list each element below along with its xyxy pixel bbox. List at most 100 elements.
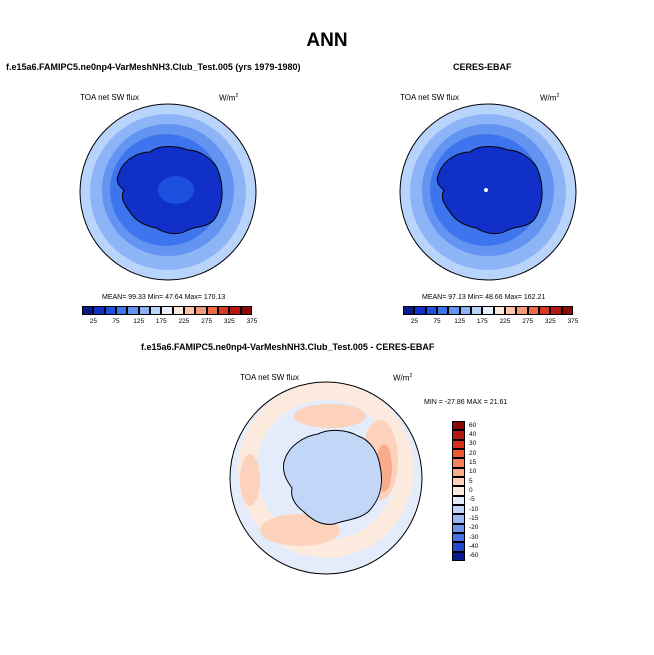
- diff-min-label: MIN =: [424, 399, 443, 406]
- diff-colorbar-cell: [452, 477, 465, 487]
- model-map: [80, 104, 256, 280]
- diff-panel-title: f.e15a6.FAMIPC5.ne0np4-VarMeshNH3.Club_T…: [141, 342, 435, 352]
- model-colorbar-cell: [206, 306, 218, 315]
- obs-units-exponent: 2: [556, 93, 560, 99]
- model-colorbar-cell: [161, 306, 173, 315]
- diff-max-label: MAX =: [466, 399, 488, 406]
- obs-variable-label: TOA net SW flux: [400, 93, 459, 102]
- obs-units: W/m: [540, 93, 557, 103]
- diff-colorbar-cell: [452, 505, 465, 515]
- model-colorbar-cell: [150, 306, 162, 315]
- obs-colorbar-cell: [561, 306, 573, 315]
- diff-units-exponent: 2: [409, 373, 413, 379]
- model-colorbar-cell: [218, 306, 230, 315]
- diff-colorbar-label: -15: [469, 515, 479, 522]
- obs-colorbar-cell: [527, 306, 539, 315]
- diff-minmax: MIN = -27.86 MAX = 21.61: [424, 399, 507, 406]
- obs-colorbar-cell: [437, 306, 449, 315]
- model-colorbar-label: 325: [223, 318, 235, 325]
- model-mean-label: MEAN=: [102, 294, 127, 301]
- model-colorbar-label: 225: [178, 318, 190, 325]
- diff-colorbar-cell: [452, 486, 465, 496]
- model-max-value: 170.13: [203, 294, 226, 301]
- obs-mean-value: 97.13: [448, 294, 466, 301]
- model-min-label: Min=: [147, 294, 164, 301]
- model-colorbar-cell: [172, 306, 184, 315]
- model-max-label: Max=: [184, 294, 202, 301]
- model-colorbar-label: 375: [246, 318, 258, 325]
- diff-colorbar-cell: [452, 458, 465, 468]
- diff-colorbar-label: -40: [469, 543, 479, 550]
- obs-colorbar-cell: [425, 306, 437, 315]
- model-variable-label: TOA net SW flux: [80, 93, 139, 102]
- obs-colorbar-label: 125: [454, 318, 466, 325]
- diff-colorbar: 60 40 30 20 15 10 5 0 -5 -10 -15 -20 -30 -40 -60: [452, 421, 492, 561]
- diff-colorbar-label: -20: [469, 524, 479, 532]
- model-colorbar-cell: [184, 306, 196, 315]
- diff-colorbar-cell: [452, 551, 465, 561]
- diff-colorbar-label: 0: [469, 487, 473, 494]
- model-colorbar-cell: [93, 306, 105, 315]
- diff-colorbar-cell: [452, 533, 465, 543]
- model-colorbar-cell: [240, 306, 252, 315]
- diff-colorbar-label: 40: [469, 431, 477, 438]
- model-units: W/m: [219, 93, 236, 103]
- diff-colorbar-label: 20: [469, 449, 477, 457]
- model-colorbar-cell: [127, 306, 139, 315]
- diff-colorbar-cell: [452, 430, 465, 440]
- model-map-border: [79, 103, 257, 281]
- diff-colorbar-label: -60: [469, 552, 479, 560]
- obs-colorbar-cell: [482, 306, 494, 315]
- obs-colorbar-cell: [505, 306, 517, 315]
- model-colorbar-label: 175: [155, 318, 167, 325]
- diff-units-label: W/m2: [393, 373, 412, 383]
- diff-map-border: [229, 381, 423, 575]
- diff-variable-label: TOA net SW flux: [240, 373, 299, 382]
- diff-units: W/m: [393, 373, 410, 383]
- obs-colorbar-label: 25: [410, 318, 418, 325]
- obs-stats: MEAN= 97.13 Min= 48.66 Max= 162.21: [422, 294, 545, 301]
- diff-max-value: 21.61: [489, 399, 508, 406]
- obs-colorbar-label: 375: [567, 318, 579, 325]
- diff-colorbar-label: 60: [469, 421, 477, 429]
- diff-colorbar-cell: [452, 523, 465, 533]
- model-colorbar-label: 275: [201, 318, 213, 325]
- obs-colorbar-label: 225: [499, 318, 511, 325]
- diff-colorbar-cell: [452, 542, 465, 552]
- obs-colorbar-label: 175: [476, 318, 488, 325]
- obs-units-label: W/m2: [540, 93, 559, 103]
- model-colorbar: 25 75 125 175 225 275 325 375: [82, 306, 257, 328]
- diff-colorbar-cell: [452, 467, 465, 477]
- obs-colorbar-label: 75: [433, 318, 441, 325]
- model-colorbar-cell: [116, 306, 128, 315]
- obs-colorbar-label: 275: [522, 318, 534, 325]
- obs-colorbar: 25 75 125 175 225 275 325 375: [403, 306, 578, 328]
- diff-min-value: -27.86: [444, 399, 465, 406]
- obs-colorbar-cell: [539, 306, 551, 315]
- obs-min-label: Min=: [467, 294, 484, 301]
- model-colorbar-cell: [138, 306, 150, 315]
- diff-colorbar-cell: [452, 421, 465, 431]
- diff-colorbar-label: -5: [469, 496, 475, 504]
- main-title: ANN: [306, 30, 348, 51]
- diff-colorbar-cell: [452, 495, 465, 505]
- obs-max-value: 162.21: [523, 294, 546, 301]
- obs-colorbar-cell: [459, 306, 471, 315]
- model-stats: MEAN= 99.33 Min= 47.64 Max= 170.13: [102, 294, 225, 301]
- obs-max-label: Max=: [504, 294, 522, 301]
- obs-map: [400, 104, 576, 280]
- model-colorbar-cell: [195, 306, 207, 315]
- obs-colorbar-cell: [471, 306, 483, 315]
- model-colorbar-cell: [82, 306, 94, 315]
- obs-colorbar-cell: [550, 306, 562, 315]
- diff-colorbar-label: 5: [469, 477, 473, 485]
- model-min-value: 47.64: [165, 294, 183, 301]
- obs-colorbar-cell: [516, 306, 528, 315]
- diff-colorbar-cell: [452, 449, 465, 459]
- diff-colorbar-label: 30: [469, 440, 477, 448]
- diff-colorbar-cell: [452, 514, 465, 524]
- model-units-label: W/m2: [219, 93, 238, 103]
- model-units-exponent: 2: [235, 93, 239, 99]
- diff-colorbar-label: -30: [469, 533, 479, 541]
- model-colorbar-cell: [104, 306, 116, 315]
